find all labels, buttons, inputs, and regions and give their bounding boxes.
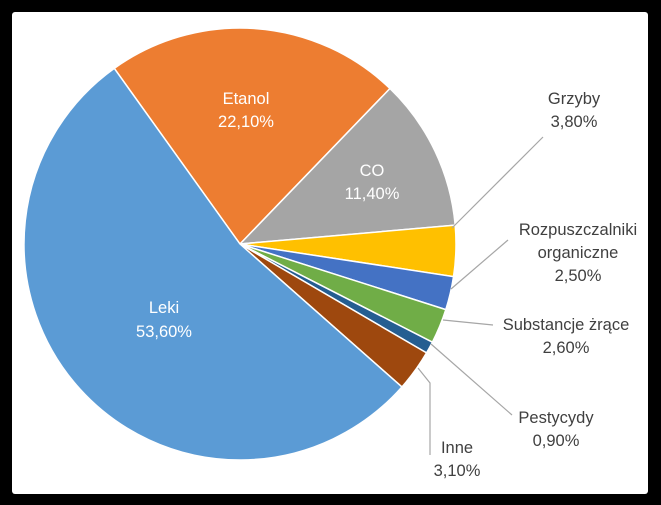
slice-value-rozpuszczalniki: 2,50% xyxy=(555,267,602,285)
slice-value-inne: 3,10% xyxy=(434,462,481,480)
leader-substancje xyxy=(442,319,494,326)
slice-label-pestycydy: Pestycydy xyxy=(518,409,594,427)
slice-label-rozpuszczalniki-line2: organiczne xyxy=(538,244,619,262)
slice-etanol xyxy=(113,27,392,246)
slice-value-leki: 53,60% xyxy=(136,323,192,341)
leader-rozpuszczalniki xyxy=(450,239,509,290)
slice-co xyxy=(238,87,456,245)
slice-label-etanol: Etanol xyxy=(223,90,270,108)
slice-label-co: CO xyxy=(360,162,385,180)
slice-label-rozpuszczalniki-line1: Rozpuszczalniki xyxy=(519,221,637,239)
slice-label-substancje: Substancje żrące xyxy=(503,316,630,334)
leader-lines xyxy=(417,136,544,455)
slice-value-substancje: 2,60% xyxy=(543,339,590,357)
slice-value-etanol: 22,10% xyxy=(218,113,274,131)
slice-value-co: 11,40% xyxy=(345,185,400,203)
slice-label-grzyby: Grzyby xyxy=(548,90,601,108)
slice-value-grzyby: 3,80% xyxy=(551,113,598,131)
leader-pestycydy xyxy=(430,343,513,416)
pie-slices xyxy=(23,27,457,461)
leader-grzyby xyxy=(451,136,544,229)
slice-leki xyxy=(23,67,403,461)
slice-label-inne: Inne xyxy=(441,439,473,457)
leader-inne xyxy=(417,367,431,455)
slice-value-pestycydy: 0,90% xyxy=(533,432,580,450)
slice-label-leki: Leki xyxy=(149,299,179,317)
